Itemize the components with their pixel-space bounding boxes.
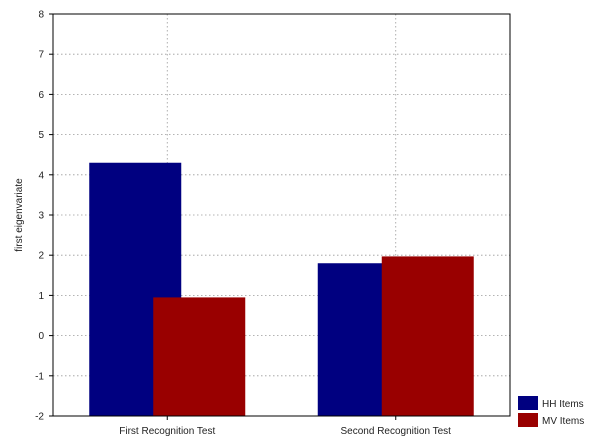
bar-mv-2 — [381, 256, 474, 416]
y-tick-label: 7 — [38, 50, 44, 61]
legend-label: MV Items — [542, 416, 584, 427]
y-tick-label: 6 — [38, 90, 44, 101]
legend-swatch — [518, 413, 538, 427]
y-tick-label: 3 — [38, 211, 44, 222]
y-axis-title: first eigenvariate — [14, 178, 25, 252]
y-tick-label: 0 — [38, 331, 44, 342]
y-tick-label: 1 — [38, 291, 44, 302]
x-category-label: Second Recognition Test — [341, 426, 452, 437]
legend-label: HH Items — [542, 399, 584, 410]
y-tick-label: 2 — [38, 251, 44, 262]
x-axis: First Recognition Test Second Recognition… — [119, 416, 451, 437]
y-axis: -2 -1 0 1 2 3 4 5 6 7 8 — [35, 10, 53, 423]
legend-swatch — [518, 396, 538, 410]
y-tick-label: 5 — [38, 130, 44, 141]
bars — [89, 162, 474, 416]
bar-mv-1 — [153, 297, 246, 416]
x-category-label: First Recognition Test — [119, 426, 215, 437]
legend: HH Items MV Items — [518, 396, 584, 427]
y-tick-label: 8 — [38, 10, 44, 21]
y-tick-label: 4 — [38, 170, 44, 181]
y-tick-label: -1 — [35, 371, 44, 382]
y-tick-label: -2 — [35, 412, 44, 423]
